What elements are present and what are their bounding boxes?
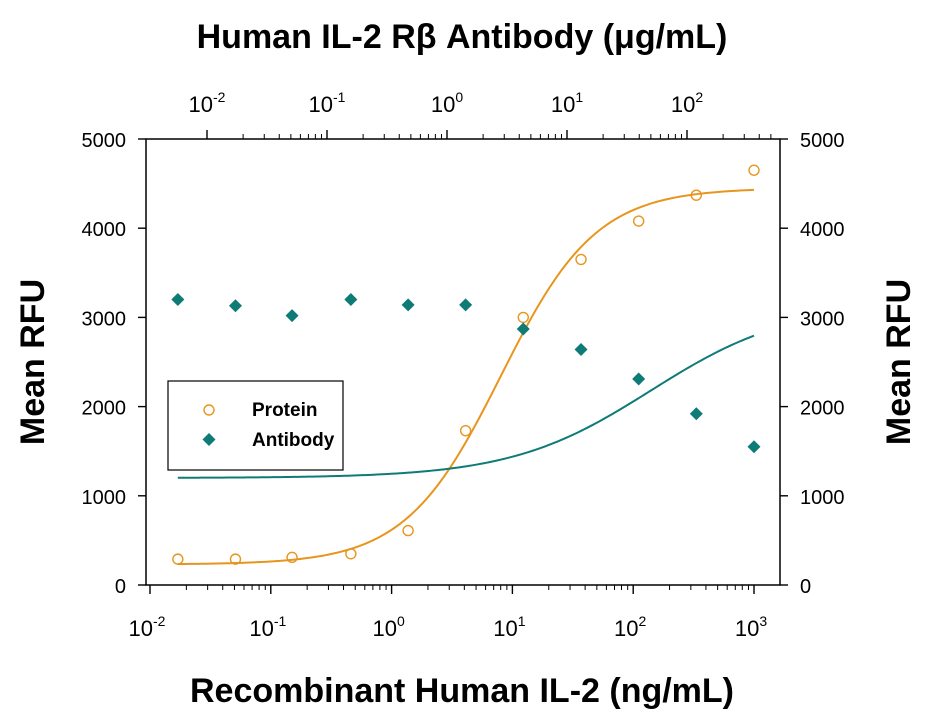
left-y-tick-label: 2000 (82, 398, 127, 420)
left-y-axis-label: Mean RFU (14, 279, 52, 445)
top-axis-title: Human IL-2 Rβ Antibody (μg/mL) (197, 18, 728, 56)
x-axis-label: Recombinant Human IL-2 (ng/mL) (190, 672, 734, 710)
fit-curve-protein (177, 188, 755, 566)
antibody-point (401, 298, 415, 312)
data-points (171, 164, 761, 565)
protein-point (632, 215, 645, 227)
right-y-tick-label: 1000 (800, 487, 845, 509)
legend: Protein Antibody (167, 380, 344, 471)
top-tick-label: 10-1 (309, 89, 346, 117)
protein-point (748, 164, 760, 176)
legend-protein-label: Protein (252, 400, 317, 421)
right-y-tick-label: 2000 (800, 398, 845, 420)
right-y-tick-label: 5000 (800, 130, 845, 152)
antibody-point (171, 293, 185, 307)
legend-protein-marker (203, 404, 215, 416)
right-y-tick-label: 4000 (800, 219, 845, 241)
x-tick-label: 100 (372, 613, 404, 641)
protein-point (690, 189, 703, 201)
fit-curves (177, 188, 755, 566)
antibody-point (747, 440, 761, 454)
protein-point (345, 548, 357, 560)
protein-point (575, 253, 587, 266)
protein-point (517, 311, 529, 324)
left-y-tick-label: 4000 (82, 219, 127, 241)
top-tick-label: 10-2 (189, 89, 226, 117)
antibody-point (516, 322, 530, 336)
antibody-point (574, 343, 588, 357)
protein-point (459, 424, 472, 437)
protein-point (402, 524, 414, 537)
axis-ticks: 10-2 10-1 100 101 102 103 10-2 10-1 100 101 102 0 0 1… (82, 89, 845, 641)
antibody-point (689, 407, 703, 421)
antibody-point (344, 293, 358, 307)
x-tick-label: 10-2 (129, 613, 166, 641)
x-tick-label: 101 (493, 613, 525, 641)
top-tick-label: 100 (431, 89, 463, 117)
left-y-tick-label: 1000 (82, 487, 127, 509)
legend-antibody-marker (202, 433, 216, 446)
protein-point (286, 551, 298, 564)
antibody-point (459, 298, 473, 312)
legend-antibody-label: Antibody (252, 430, 335, 451)
x-tick-label: 102 (614, 613, 646, 641)
top-tick-label: 102 (671, 89, 703, 117)
right-y-axis-label: Mean RFU (880, 279, 918, 445)
right-y-tick-label: 0 (800, 576, 811, 598)
left-y-tick-label: 5000 (82, 130, 127, 152)
left-y-tick-label: 3000 (82, 308, 127, 330)
antibody-point (632, 372, 646, 386)
x-tick-label: 10-1 (249, 613, 286, 641)
plot-area-frame (145, 138, 781, 586)
left-y-tick-label: 0 (115, 576, 126, 598)
right-y-tick-label: 3000 (800, 308, 845, 330)
x-tick-label: 103 (735, 613, 767, 641)
antibody-point (228, 299, 242, 313)
legend-box (167, 380, 344, 471)
protein-point (229, 553, 242, 565)
fit-curve-antibody (177, 334, 755, 479)
protein-point (172, 553, 184, 565)
antibody-point (285, 309, 299, 323)
top-tick-label: 101 (551, 89, 583, 117)
